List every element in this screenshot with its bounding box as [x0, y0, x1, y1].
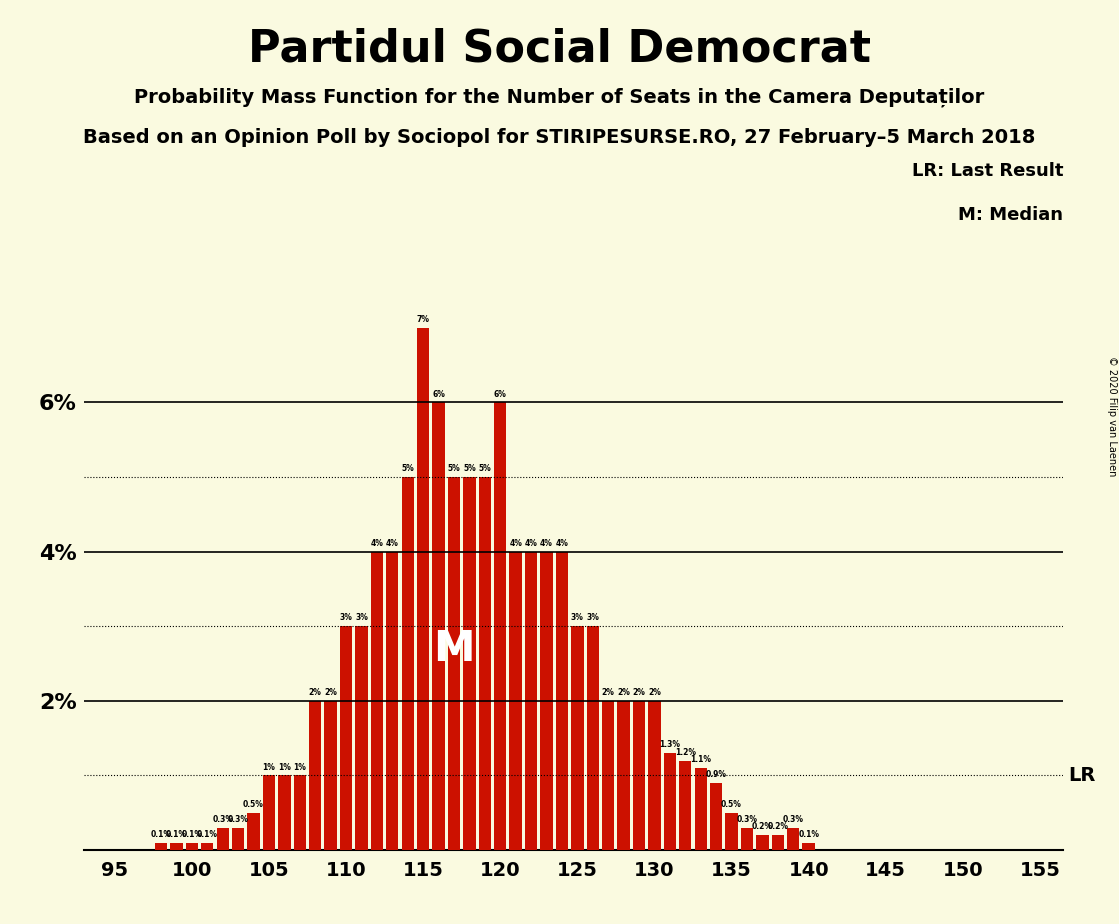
Bar — [602, 700, 614, 850]
Bar — [154, 843, 167, 850]
Text: 3%: 3% — [586, 614, 599, 623]
Bar — [725, 813, 737, 850]
Bar — [695, 768, 707, 850]
Text: 5%: 5% — [479, 464, 491, 473]
Text: 1.3%: 1.3% — [659, 740, 680, 749]
Text: 2%: 2% — [648, 688, 661, 697]
Text: 0.3%: 0.3% — [736, 815, 758, 824]
Text: 0.3%: 0.3% — [227, 815, 248, 824]
Bar — [495, 402, 507, 850]
Text: 1%: 1% — [278, 762, 291, 772]
Bar — [586, 626, 599, 850]
Text: 4%: 4% — [540, 539, 553, 548]
Bar — [479, 477, 491, 850]
Bar — [232, 828, 244, 850]
Bar — [432, 402, 444, 850]
Text: LR: LR — [1069, 766, 1096, 785]
Bar — [279, 775, 291, 850]
Text: 1.2%: 1.2% — [675, 748, 696, 757]
Bar — [618, 700, 630, 850]
Text: Probability Mass Function for the Number of Seats in the Camera Deputaților: Probability Mass Function for the Number… — [134, 88, 985, 107]
Text: 0.1%: 0.1% — [151, 830, 171, 839]
Bar — [293, 775, 305, 850]
Text: 0.5%: 0.5% — [243, 800, 264, 809]
Text: 3%: 3% — [571, 614, 584, 623]
Bar — [571, 626, 583, 850]
Bar — [679, 760, 692, 850]
Bar — [448, 477, 460, 850]
Text: 2%: 2% — [325, 688, 337, 697]
Text: M: Median: M: Median — [958, 206, 1063, 224]
Text: 7%: 7% — [416, 315, 430, 324]
Text: 0.1%: 0.1% — [798, 830, 819, 839]
Text: Based on an Opinion Poll by Sociopol for STIRIPESURSE.RO, 27 February–5 March 20: Based on an Opinion Poll by Sociopol for… — [83, 128, 1036, 147]
Text: LR: Last Result: LR: Last Result — [912, 163, 1063, 180]
Text: 3%: 3% — [355, 614, 368, 623]
Text: 2%: 2% — [602, 688, 614, 697]
Bar — [325, 700, 337, 850]
Bar — [540, 552, 553, 850]
Text: © 2020 Filip van Laenen: © 2020 Filip van Laenen — [1107, 356, 1117, 476]
Bar — [356, 626, 368, 850]
Text: M: M — [433, 627, 474, 670]
Text: 0.5%: 0.5% — [721, 800, 742, 809]
Bar — [509, 552, 521, 850]
Text: 0.2%: 0.2% — [768, 822, 788, 832]
Bar — [787, 828, 799, 850]
Text: 3%: 3% — [339, 614, 352, 623]
Bar — [247, 813, 260, 850]
Bar — [370, 552, 383, 850]
Bar — [186, 843, 198, 850]
Text: 5%: 5% — [463, 464, 476, 473]
Text: 4%: 4% — [370, 539, 384, 548]
Text: 6%: 6% — [493, 390, 507, 398]
Text: 2%: 2% — [309, 688, 321, 697]
Text: 0.1%: 0.1% — [197, 830, 218, 839]
Text: 0.9%: 0.9% — [706, 771, 726, 779]
Bar — [772, 835, 784, 850]
Text: 4%: 4% — [509, 539, 523, 548]
Bar — [664, 753, 676, 850]
Text: 1%: 1% — [293, 762, 307, 772]
Text: 5%: 5% — [448, 464, 460, 473]
Bar — [386, 552, 398, 850]
Bar — [709, 783, 722, 850]
Text: 4%: 4% — [525, 539, 537, 548]
Bar — [556, 552, 568, 850]
Bar — [741, 828, 753, 850]
Bar — [309, 700, 321, 850]
Text: 0.2%: 0.2% — [752, 822, 773, 832]
Text: 0.1%: 0.1% — [181, 830, 203, 839]
Text: Partidul Social Democrat: Partidul Social Democrat — [248, 28, 871, 71]
Bar — [525, 552, 537, 850]
Bar — [170, 843, 182, 850]
Text: 1.1%: 1.1% — [690, 755, 712, 764]
Bar — [633, 700, 646, 850]
Bar — [756, 835, 769, 850]
Bar — [402, 477, 414, 850]
Text: 0.1%: 0.1% — [166, 830, 187, 839]
Text: 2%: 2% — [632, 688, 646, 697]
Bar — [263, 775, 275, 850]
Text: 4%: 4% — [555, 539, 568, 548]
Text: 0.3%: 0.3% — [782, 815, 803, 824]
Bar — [802, 843, 815, 850]
Text: 5%: 5% — [402, 464, 414, 473]
Bar — [340, 626, 352, 850]
Bar — [463, 477, 476, 850]
Bar — [201, 843, 214, 850]
Text: 1%: 1% — [263, 762, 275, 772]
Bar — [217, 828, 229, 850]
Bar — [417, 328, 430, 850]
Text: 4%: 4% — [386, 539, 398, 548]
Text: 2%: 2% — [618, 688, 630, 697]
Bar — [648, 700, 660, 850]
Text: 0.3%: 0.3% — [213, 815, 233, 824]
Text: 6%: 6% — [432, 390, 445, 398]
